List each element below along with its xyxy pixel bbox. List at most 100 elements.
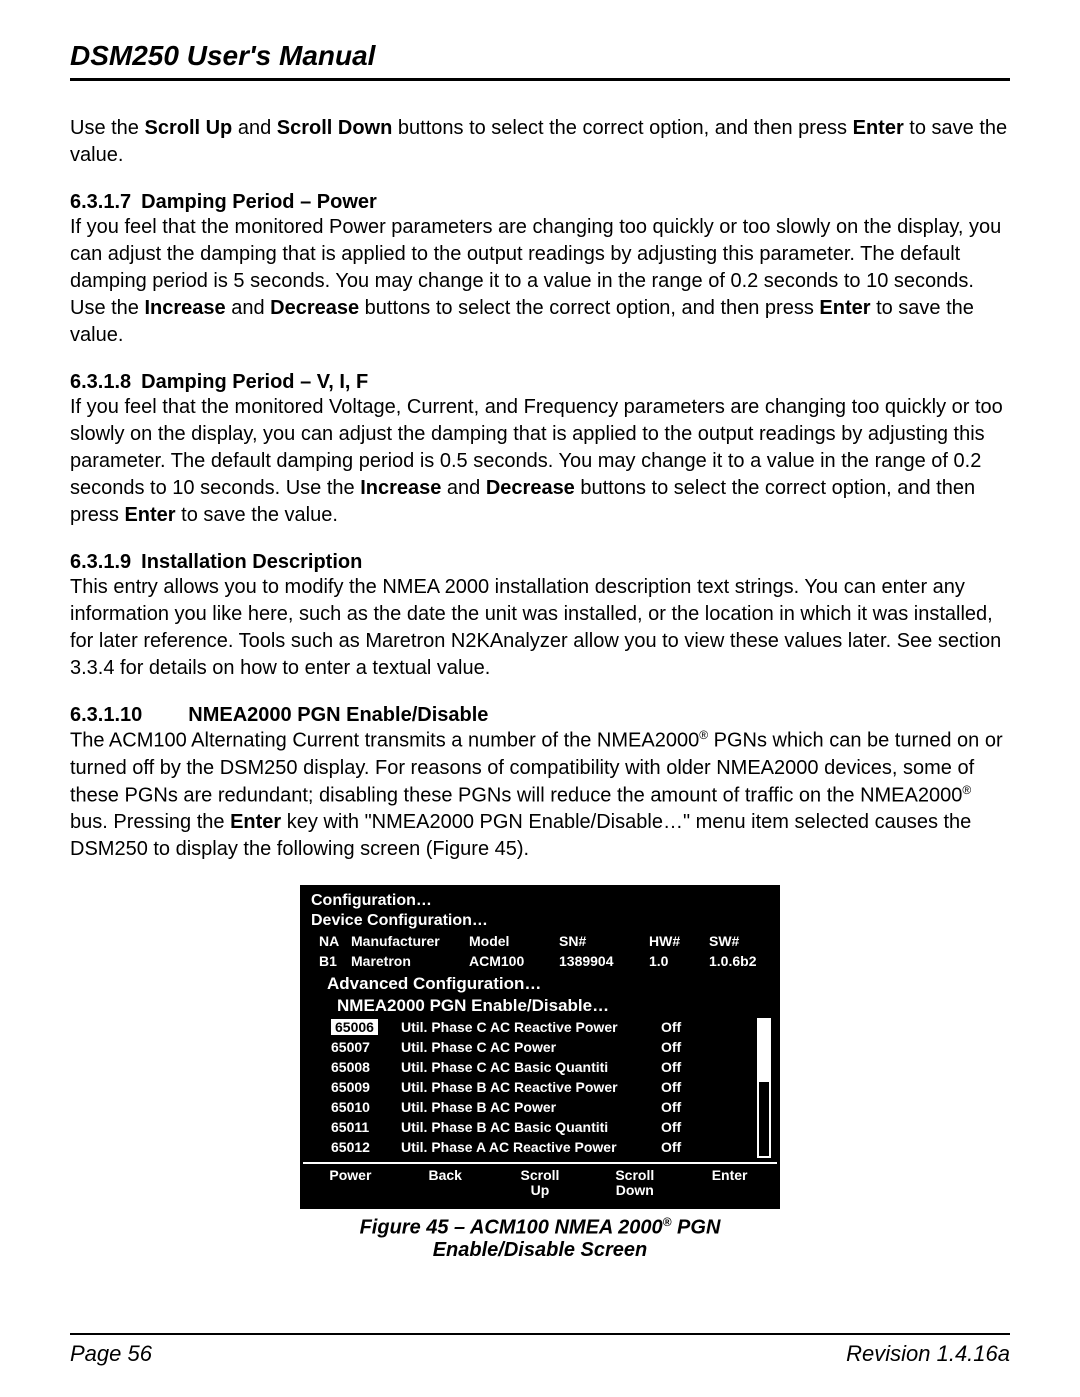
registered-icon: ® (962, 783, 971, 797)
page-footer: Page 56 Revision 1.4.16a (70, 1333, 1010, 1367)
device-screen: Configuration… Device Configuration… NA … (300, 885, 780, 1208)
section-title: Damping Period – Power (141, 191, 377, 213)
pgn-id: 65006 (331, 1019, 401, 1035)
breadcrumb: Advanced Configuration… (303, 974, 777, 996)
col-header: Model (469, 932, 559, 952)
list-item[interactable]: 65009Util. Phase B AC Reactive PowerOff (331, 1078, 769, 1098)
cell: ACM100 (469, 952, 559, 972)
text: and (232, 117, 276, 139)
section-number: 6.3.1.9 (70, 551, 131, 573)
list-item[interactable]: 65012Util. Phase A AC Reactive PowerOff (331, 1138, 769, 1158)
text: Use the (70, 117, 144, 139)
cell: B1 (319, 952, 351, 972)
text: The ACM100 Alternating Current transmits… (70, 730, 699, 752)
table-row: NA Manufacturer Model SN# HW# SW# (319, 932, 769, 952)
breadcrumb: NMEA2000 PGN Enable/Disable… (303, 996, 777, 1018)
bold-text: Increase (144, 297, 225, 319)
figure-caption: Figure 45 – ACM100 NMEA 2000® PGN Enable… (300, 1215, 780, 1263)
intro-para: Use the Scroll Up and Scroll Down button… (70, 115, 1010, 169)
pgn-state: Off (661, 1139, 711, 1155)
bold-text: Enter (819, 297, 870, 319)
col-header: HW# (649, 932, 709, 952)
enter-button[interactable]: Enter (682, 1164, 777, 1205)
text: and (226, 297, 270, 319)
bold-text: Enter (124, 504, 175, 526)
back-button[interactable]: Back (398, 1164, 493, 1205)
bold-text: Scroll Down (277, 117, 393, 139)
softkey-bar: Power Back ScrollUp ScrollDown Enter (303, 1162, 777, 1205)
pgn-desc: Util. Phase B AC Power (401, 1099, 661, 1115)
list-item[interactable]: 65006Util. Phase C AC Reactive PowerOff (331, 1018, 769, 1038)
section-title: Damping Period – V, I, F (141, 371, 368, 393)
text: Figure 45 – ACM100 NMEA 2000 (360, 1216, 663, 1238)
pgn-state: Off (661, 1119, 711, 1135)
pgn-state: Off (661, 1019, 711, 1035)
bold-text: Decrease (486, 477, 575, 499)
list-item[interactable]: 65011Util. Phase B AC Basic QuantitiOff (331, 1118, 769, 1138)
list-item[interactable]: 65010Util. Phase B AC PowerOff (331, 1098, 769, 1118)
col-header: SN# (559, 932, 649, 952)
doc-title: DSM250 User's Manual (70, 40, 1010, 81)
pgn-state: Off (661, 1079, 711, 1095)
bold-text: Enter (230, 811, 281, 833)
cell: Maretron (351, 952, 469, 972)
cell: 1.0.6b2 (709, 952, 769, 972)
pgn-state: Off (661, 1039, 711, 1055)
text: buttons to select the correct option, an… (392, 117, 852, 139)
section-number: 6.3.1.8 (70, 371, 131, 393)
section-heading: 6.3.1.9 Installation Description (70, 551, 1010, 574)
cell: 1.0 (649, 952, 709, 972)
pgn-desc: Util. Phase B AC Reactive Power (401, 1079, 661, 1095)
pgn-state: Off (661, 1099, 711, 1115)
col-header: Manufacturer (351, 932, 469, 952)
pgn-id: 65007 (331, 1039, 401, 1055)
section-body: The ACM100 Alternating Current transmits… (70, 727, 1010, 863)
pgn-desc: Util. Phase C AC Basic Quantiti (401, 1059, 661, 1075)
section-body: This entry allows you to modify the NMEA… (70, 574, 1010, 682)
page-number: Page 56 (70, 1341, 152, 1367)
scrollbar[interactable] (757, 1018, 771, 1158)
section-body: If you feel that the monitored Voltage, … (70, 394, 1010, 529)
bold-text: Scroll Up (144, 117, 232, 139)
pgn-desc: Util. Phase B AC Basic Quantiti (401, 1119, 661, 1135)
pgn-list: 65006Util. Phase C AC Reactive PowerOff6… (303, 1018, 777, 1158)
cell: 1389904 (559, 952, 649, 972)
table-row: B1 Maretron ACM100 1389904 1.0 1.0.6b2 (319, 952, 769, 972)
pgn-id: 65011 (331, 1119, 401, 1135)
bold-text: Enter (853, 117, 904, 139)
breadcrumb: Device Configuration… (303, 912, 777, 932)
list-item[interactable]: 65008Util. Phase C AC Basic QuantitiOff (331, 1058, 769, 1078)
revision-label: Revision 1.4.16a (846, 1341, 1010, 1367)
text: and (441, 477, 485, 499)
registered-icon: ® (663, 1215, 672, 1229)
pgn-id: 65012 (331, 1139, 401, 1155)
pgn-id: 65008 (331, 1059, 401, 1075)
section-heading: 6.3.1.10 NMEA2000 PGN Enable/Disable (70, 704, 1010, 727)
section-title: NMEA2000 PGN Enable/Disable (188, 704, 488, 726)
scrollbar-thumb[interactable] (759, 1020, 769, 1081)
text: bus. Pressing the (70, 811, 230, 833)
breadcrumb: Configuration… (303, 892, 777, 912)
pgn-id: 65010 (331, 1099, 401, 1115)
power-button[interactable]: Power (303, 1164, 398, 1205)
section-heading: 6.3.1.8 Damping Period – V, I, F (70, 371, 1010, 394)
registered-icon: ® (699, 728, 708, 742)
pgn-id: 65009 (331, 1079, 401, 1095)
section-number: 6.3.1.7 (70, 191, 131, 213)
pgn-desc: Util. Phase C AC Reactive Power (401, 1019, 661, 1035)
section-title: Installation Description (141, 551, 362, 573)
scroll-down-button[interactable]: ScrollDown (587, 1164, 682, 1205)
scroll-up-button[interactable]: ScrollUp (493, 1164, 588, 1205)
pgn-desc: Util. Phase C AC Power (401, 1039, 661, 1055)
section-body: If you feel that the monitored Power par… (70, 214, 1010, 349)
bold-text: Increase (360, 477, 441, 499)
text: to save the value. (176, 504, 338, 526)
pgn-state: Off (661, 1059, 711, 1075)
section-number: 6.3.1.10 (70, 704, 142, 726)
section-heading: 6.3.1.7 Damping Period – Power (70, 191, 1010, 214)
text: buttons to select the correct option, an… (359, 297, 819, 319)
col-header: SW# (709, 932, 769, 952)
bold-text: Decrease (270, 297, 359, 319)
pgn-desc: Util. Phase A AC Reactive Power (401, 1139, 661, 1155)
list-item[interactable]: 65007Util. Phase C AC PowerOff (331, 1038, 769, 1058)
